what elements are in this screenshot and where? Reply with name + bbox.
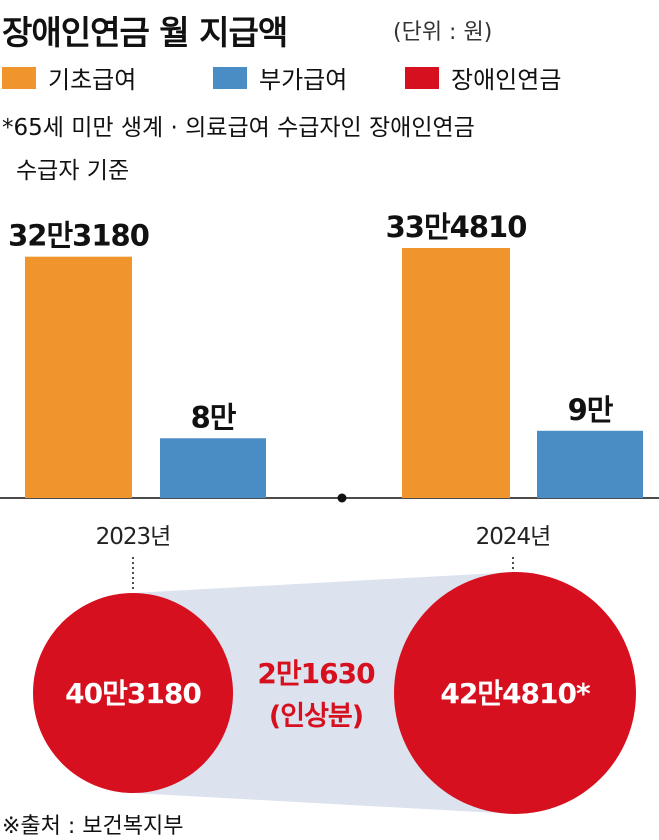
- legend-label-additional: 부가급여: [259, 66, 348, 94]
- footnote: *65세 미만 생계 · 의료급여 수급자인 장애인연금 수급자 기준: [2, 107, 657, 193]
- total-circle-1: [33, 593, 233, 793]
- bar-label-additional-2: 9만: [568, 393, 614, 427]
- x-tick-label-2: 2024년: [476, 524, 551, 550]
- legend-swatch-total: [405, 66, 439, 89]
- bar-label-basic-1: 32만3180: [8, 219, 149, 253]
- bar-basic-1: [25, 256, 132, 498]
- legend-label-basic: 기초급여: [48, 66, 137, 94]
- unit-label: (단위 : 원): [393, 20, 493, 45]
- difference-sub-label: (인상분): [269, 701, 363, 732]
- bar-label-additional-1: 8만: [191, 400, 237, 434]
- source-credit: ※출처 : 보건복지부: [2, 814, 184, 839]
- footnote-line-1: *65세 미만 생계 · 의료급여 수급자인 장애인연금: [2, 115, 475, 141]
- difference-value-label: 2만1630: [257, 657, 375, 690]
- x-tick-label-1: 2023년: [96, 524, 171, 550]
- bar-basic-2: [402, 248, 510, 498]
- legend-item-total: 장애인연금: [405, 60, 561, 95]
- legend-label-total: 장애인연금: [451, 66, 562, 94]
- total-label-2: 42만4810*: [440, 677, 591, 710]
- axis-center-dot: [337, 493, 347, 503]
- legend-swatch-basic: [2, 66, 36, 89]
- total-label-1: 40만3180: [65, 677, 201, 710]
- total-circle-2: [394, 572, 636, 814]
- legend-item-additional: 부가급여: [213, 60, 347, 95]
- bar-label-basic-2: 33만4810: [386, 210, 527, 244]
- bar-additional-1: [160, 438, 266, 498]
- footnote-line-2: 수급자 기준: [16, 158, 130, 184]
- chart-title: 장애인연금 월 지급액: [2, 13, 288, 52]
- bar-additional-2: [537, 430, 643, 498]
- legend-item-basic: 기초급여: [2, 60, 136, 95]
- legend-swatch-additional: [213, 66, 247, 89]
